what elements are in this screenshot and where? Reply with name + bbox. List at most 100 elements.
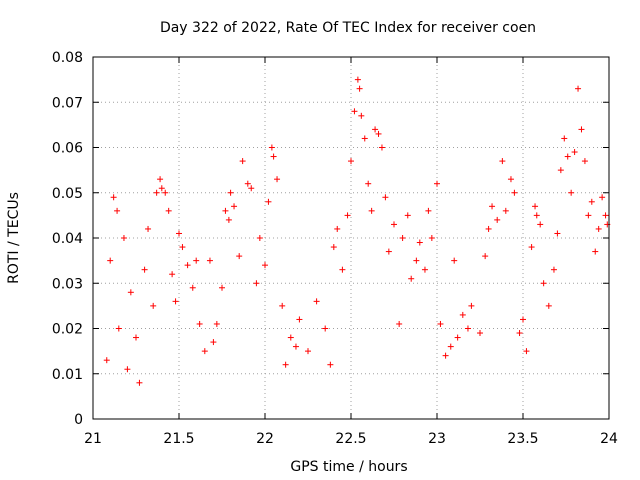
y-tick-label: 0.06 — [52, 141, 83, 157]
x-tick-label: 21 — [84, 431, 102, 447]
data-point — [437, 320, 444, 327]
y-tick-label: 0.07 — [52, 95, 83, 111]
data-point — [592, 248, 599, 255]
data-point — [120, 235, 127, 241]
data-point — [322, 325, 329, 332]
data-point — [532, 203, 539, 210]
data-point — [279, 302, 286, 309]
data-point — [351, 108, 358, 115]
data-point — [356, 85, 363, 92]
data-point — [425, 207, 432, 214]
data-point — [210, 339, 217, 346]
data-point — [537, 221, 544, 228]
data-point — [413, 257, 420, 264]
data-point — [482, 253, 489, 260]
data-point — [141, 266, 148, 273]
data-point — [528, 244, 535, 251]
data-point — [599, 194, 606, 201]
data-point — [533, 212, 540, 219]
data-point — [447, 343, 454, 350]
data-point — [239, 158, 246, 165]
x-tick-label: 23.5 — [507, 431, 538, 447]
data-point — [408, 275, 415, 282]
x-tick-label: 21.5 — [163, 431, 194, 447]
data-point — [222, 207, 229, 214]
data-point — [575, 85, 582, 92]
data-point — [236, 253, 243, 260]
chart-title: Day 322 of 2022, Rate Of TEC Index for r… — [160, 20, 536, 36]
data-point — [571, 149, 578, 156]
x-tick-label: 23 — [428, 431, 446, 447]
data-point — [365, 180, 372, 187]
data-point — [378, 144, 385, 151]
data-point — [179, 244, 186, 251]
data-point — [176, 230, 182, 237]
x-axis-ticks: 21 21.5 22 22.5 23 23.5 24 — [84, 57, 618, 447]
data-point — [296, 316, 303, 323]
data-point — [494, 216, 501, 223]
data-point — [520, 316, 526, 323]
data-point — [468, 302, 475, 309]
y-tick-label: 0.01 — [52, 367, 83, 383]
data-point — [253, 280, 260, 287]
y-axis-ticks: 0 0.01 0.02 0.03 0.04 0.05 0.06 0.07 0.08 — [52, 50, 609, 428]
data-point — [133, 334, 139, 341]
data-point — [404, 212, 411, 219]
y-axis-label: ROTI / TECUs — [6, 192, 22, 284]
data-point — [107, 257, 114, 264]
data-point — [489, 203, 496, 210]
data-point — [287, 334, 294, 341]
data-point — [568, 189, 575, 196]
data-point — [442, 352, 449, 359]
data-point — [231, 203, 238, 210]
data-point — [561, 135, 568, 142]
data-point — [595, 225, 602, 232]
data-point — [115, 325, 122, 332]
data-point — [153, 189, 160, 196]
data-point — [274, 176, 281, 183]
data-point — [227, 189, 234, 196]
data-point — [499, 158, 506, 165]
x-tick-label: 22 — [256, 431, 274, 447]
data-point — [334, 225, 341, 232]
data-point — [172, 298, 179, 305]
data-point — [421, 266, 428, 273]
data-point — [145, 225, 152, 232]
data-point — [262, 262, 268, 269]
data-point — [477, 330, 483, 337]
data-point — [268, 144, 275, 151]
data-point — [459, 311, 466, 318]
data-point — [382, 194, 389, 201]
data-point — [348, 158, 354, 165]
data-point — [588, 198, 595, 205]
data-point — [292, 343, 299, 350]
data-point — [372, 126, 379, 133]
data-point — [361, 135, 368, 142]
data-point — [282, 361, 289, 368]
data-point — [193, 257, 200, 264]
data-point — [114, 207, 121, 214]
y-tick-label: 0.05 — [52, 186, 83, 202]
data-point — [540, 280, 547, 287]
data-point — [564, 153, 571, 160]
data-point — [399, 235, 406, 241]
data-point — [523, 348, 530, 355]
data-point — [554, 230, 561, 237]
data-point — [391, 221, 397, 228]
data-point — [201, 348, 208, 355]
x-tick-label: 22.5 — [335, 431, 366, 447]
data-point — [110, 194, 117, 201]
data-point — [454, 334, 461, 341]
data-point — [385, 248, 392, 255]
data-point — [550, 266, 557, 273]
data-point — [358, 112, 365, 119]
data-point — [330, 244, 337, 251]
data-point — [206, 257, 213, 264]
data-point — [375, 130, 382, 137]
data-point — [327, 361, 334, 368]
data-point — [339, 266, 346, 273]
data-point — [124, 366, 131, 373]
grid-lines — [93, 57, 609, 419]
data-point — [416, 239, 423, 246]
